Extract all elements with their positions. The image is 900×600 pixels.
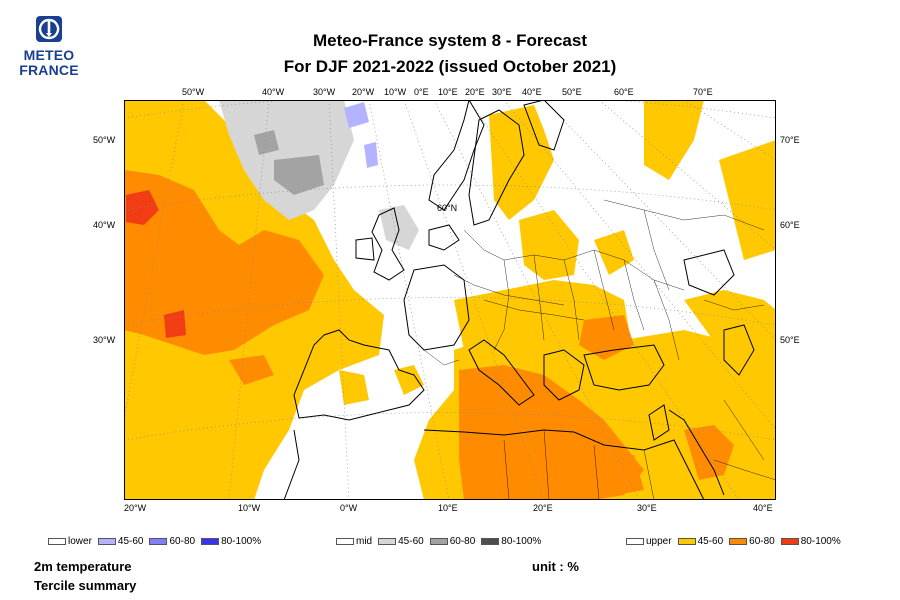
legend-label: mid — [356, 535, 373, 547]
tick-right: 60°E — [780, 220, 800, 230]
legend-swatch-lower — [48, 537, 66, 545]
logo-line-2: FRANCE — [19, 62, 79, 78]
tick-top: 0°E — [414, 87, 429, 97]
tick-bottom: 10°W — [238, 503, 261, 513]
tick-bottom: 20°W — [124, 503, 147, 513]
meteo-france-logo: METEO FRANCE — [14, 16, 84, 86]
meteo-france-logo-icon — [36, 16, 62, 42]
graticule — [124, 100, 776, 500]
page-title: Meteo-France system 8 - Forecast — [313, 31, 587, 50]
legend-swatch — [729, 537, 748, 545]
tick-top: 70°E — [693, 87, 713, 97]
legend-label: 80-100% — [501, 535, 542, 547]
legend-upper: upper 45-60 60-80 80-100% — [626, 534, 847, 548]
lower-45-60-areas — [344, 102, 378, 168]
legend-label: 80-100% — [800, 535, 841, 547]
coastlines — [283, 100, 755, 500]
tick-left: 40°W — [93, 220, 116, 230]
legend-swatch-mid — [336, 537, 354, 545]
tick-top: 10°E — [438, 87, 458, 97]
legend-label: 80-100% — [221, 535, 262, 547]
legend-swatch — [481, 537, 500, 545]
forecast-map — [124, 100, 776, 500]
tick-bottom: 0°W — [340, 503, 358, 513]
tick-top: 60°E — [614, 87, 634, 97]
tick-inner-lat: 60°N — [437, 203, 458, 213]
legend-swatch — [378, 537, 397, 545]
tick-top: 30°W — [313, 87, 336, 97]
tick-top: 10°W — [384, 87, 407, 97]
legend-swatch-upper — [626, 537, 644, 545]
variable-label: 2m temperature — [34, 559, 132, 574]
legend-swatch — [97, 537, 116, 545]
tick-right: 50°E — [780, 335, 800, 345]
summary-label: Tercile summary — [34, 578, 137, 593]
legend-swatch — [677, 537, 696, 545]
legend-swatch — [429, 537, 448, 545]
legend-mid: mid 45-60 60-80 80-100% — [336, 534, 547, 548]
legend-label: upper — [646, 535, 672, 547]
tick-left: 50°W — [93, 135, 116, 145]
tick-top: 50°E — [562, 87, 582, 97]
legend-swatch — [780, 537, 799, 545]
legend-label: 45-60 — [117, 535, 144, 547]
tick-left: 30°W — [93, 335, 116, 345]
tick-bottom: 30°E — [637, 503, 657, 513]
logo-wordmark: METEO FRANCE — [14, 48, 84, 78]
legend-swatch — [149, 537, 168, 545]
legend-label: 60-80 — [449, 535, 476, 547]
mid-60-80-areas — [254, 130, 324, 195]
tick-bottom: 10°E — [438, 503, 458, 513]
tick-top: 50°W — [182, 87, 205, 97]
tick-bottom: 20°E — [533, 503, 553, 513]
logo-line-1: METEO — [23, 47, 75, 63]
tick-bottom: 40°E — [753, 503, 773, 513]
tick-top: 40°W — [262, 87, 285, 97]
legend-label: 45-60 — [398, 535, 424, 547]
country-borders — [423, 199, 776, 500]
tick-top: 40°E — [522, 87, 542, 97]
upper-80-100-areas — [126, 190, 186, 338]
legend-lower: lower 45-60 60-80 80-100% — [48, 534, 267, 548]
unit-label: unit : % — [532, 559, 579, 574]
legend-label: lower — [68, 535, 92, 547]
legend-swatch — [201, 537, 220, 545]
tick-top: 20°E — [465, 87, 485, 97]
upper-60-80-areas — [124, 170, 734, 500]
tick-top: 20°W — [352, 87, 375, 97]
legend-label: 60-80 — [749, 535, 775, 547]
page-subtitle: For DJF 2021-2022 (issued October 2021) — [283, 57, 617, 76]
tick-right: 70°E — [780, 135, 800, 145]
tick-top: 30°E — [492, 87, 512, 97]
legend-label: 45-60 — [697, 535, 724, 547]
legend-label: 60-80 — [169, 535, 196, 547]
